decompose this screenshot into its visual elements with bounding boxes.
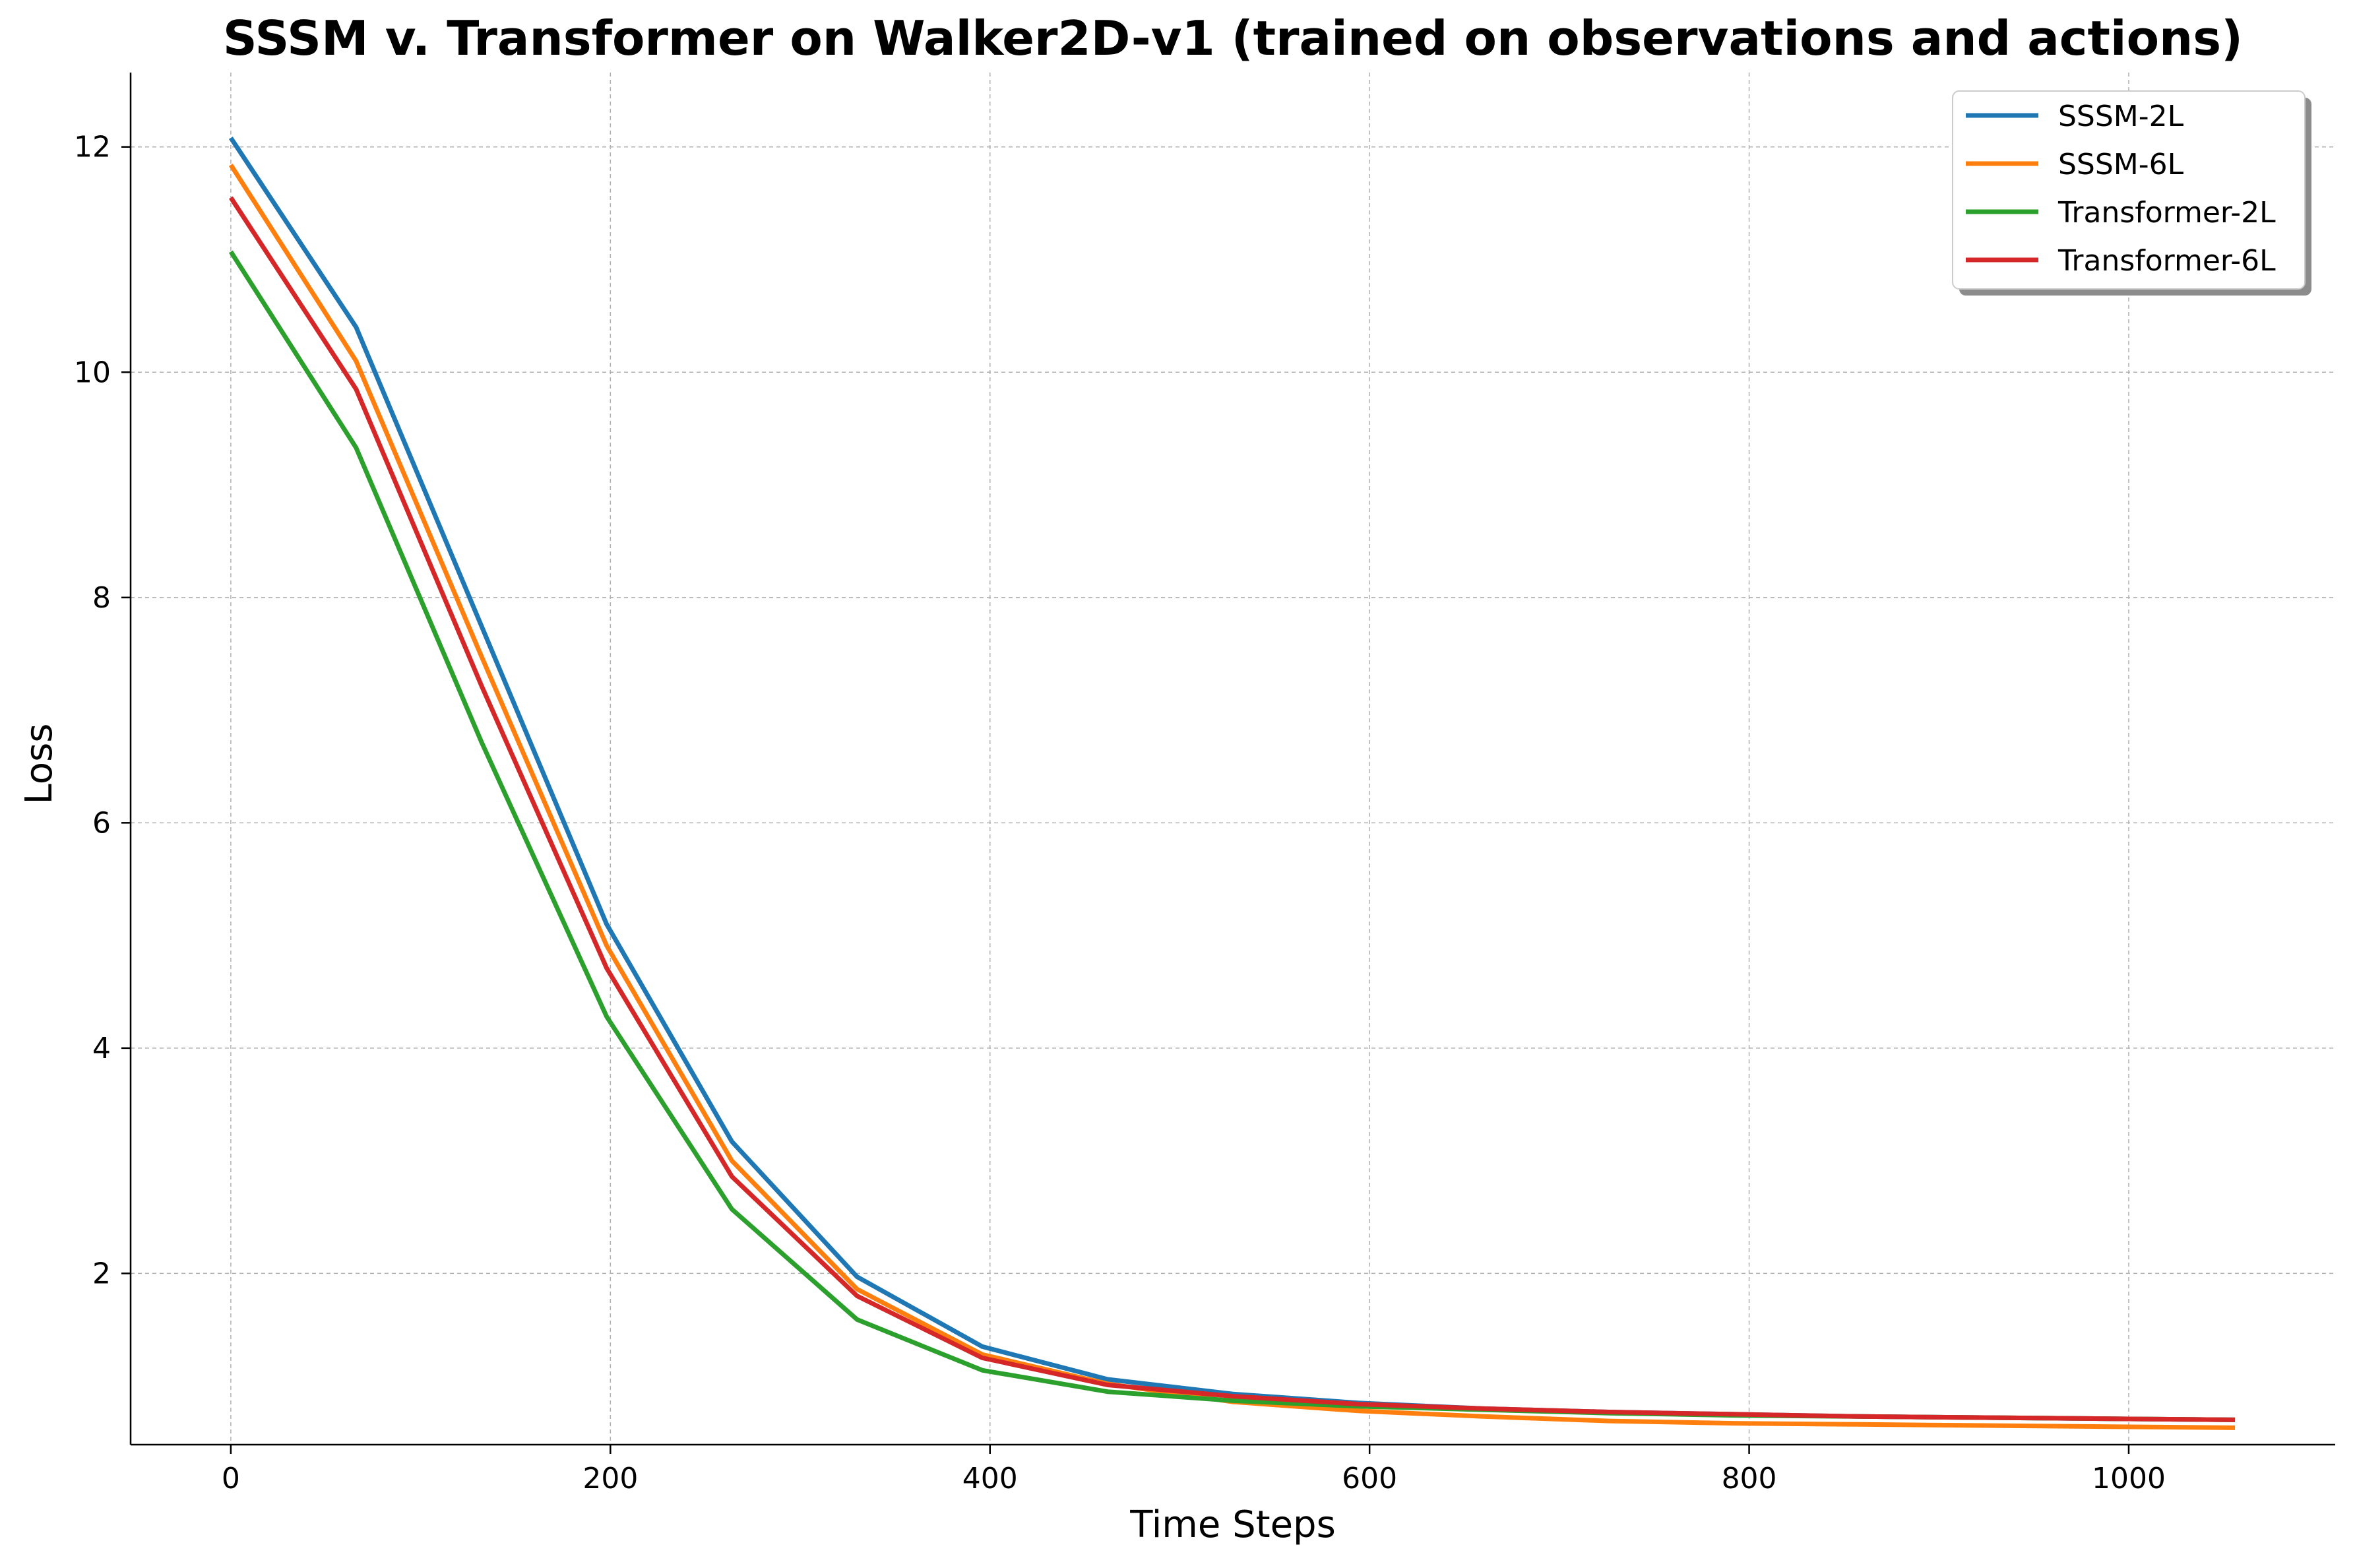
y-tick-label: 4	[92, 1032, 111, 1065]
chart-title: SSSM v. Transformer on Walker2D-v1 (trai…	[223, 11, 2243, 66]
legend-label-transformer-2l: Transformer-2L	[2057, 196, 2276, 230]
legend-label-sssm-2l: SSSM-2L	[2058, 100, 2184, 133]
legend-box	[1952, 90, 2306, 290]
x-axis-label: Time Steps	[1129, 1503, 1336, 1546]
legend-label-sssm-6l: SSSM-6L	[2058, 148, 2184, 181]
legend-label-transformer-6l: Transformer-6L	[2057, 244, 2276, 278]
y-tick-label: 8	[92, 581, 111, 615]
axis-ticks: 0 200 400 600 800 1000 2 4 6 8 10 12	[74, 131, 2166, 1495]
x-tick-label: 800	[1722, 1462, 1777, 1495]
axes	[129, 73, 2335, 1446]
y-tick-label: 2	[92, 1257, 111, 1290]
y-tick-label: 10	[74, 356, 111, 389]
x-tick-label: 200	[582, 1462, 638, 1495]
series-line-transformer-6l	[228, 196, 2236, 1422]
y-axis-label: Loss	[18, 724, 61, 805]
x-tick-label: 600	[1342, 1462, 1397, 1495]
x-tick-label: 1000	[2092, 1462, 2166, 1495]
x-tick-label: 0	[222, 1462, 240, 1495]
series-line-transformer-2l	[228, 250, 2236, 1422]
series-lines	[228, 137, 2236, 1430]
y-tick-label: 6	[92, 806, 111, 840]
legend-items: SSSM-2L SSSM-6L Transformer-2L Transformer-…	[1966, 100, 2276, 278]
legend: SSSM-2L SSSM-6L Transformer-2L Transformer-…	[1952, 90, 2311, 296]
x-tick-label: 400	[962, 1462, 1018, 1495]
series-line-sssm-2l	[228, 137, 2236, 1422]
y-tick-label: 12	[74, 131, 111, 164]
